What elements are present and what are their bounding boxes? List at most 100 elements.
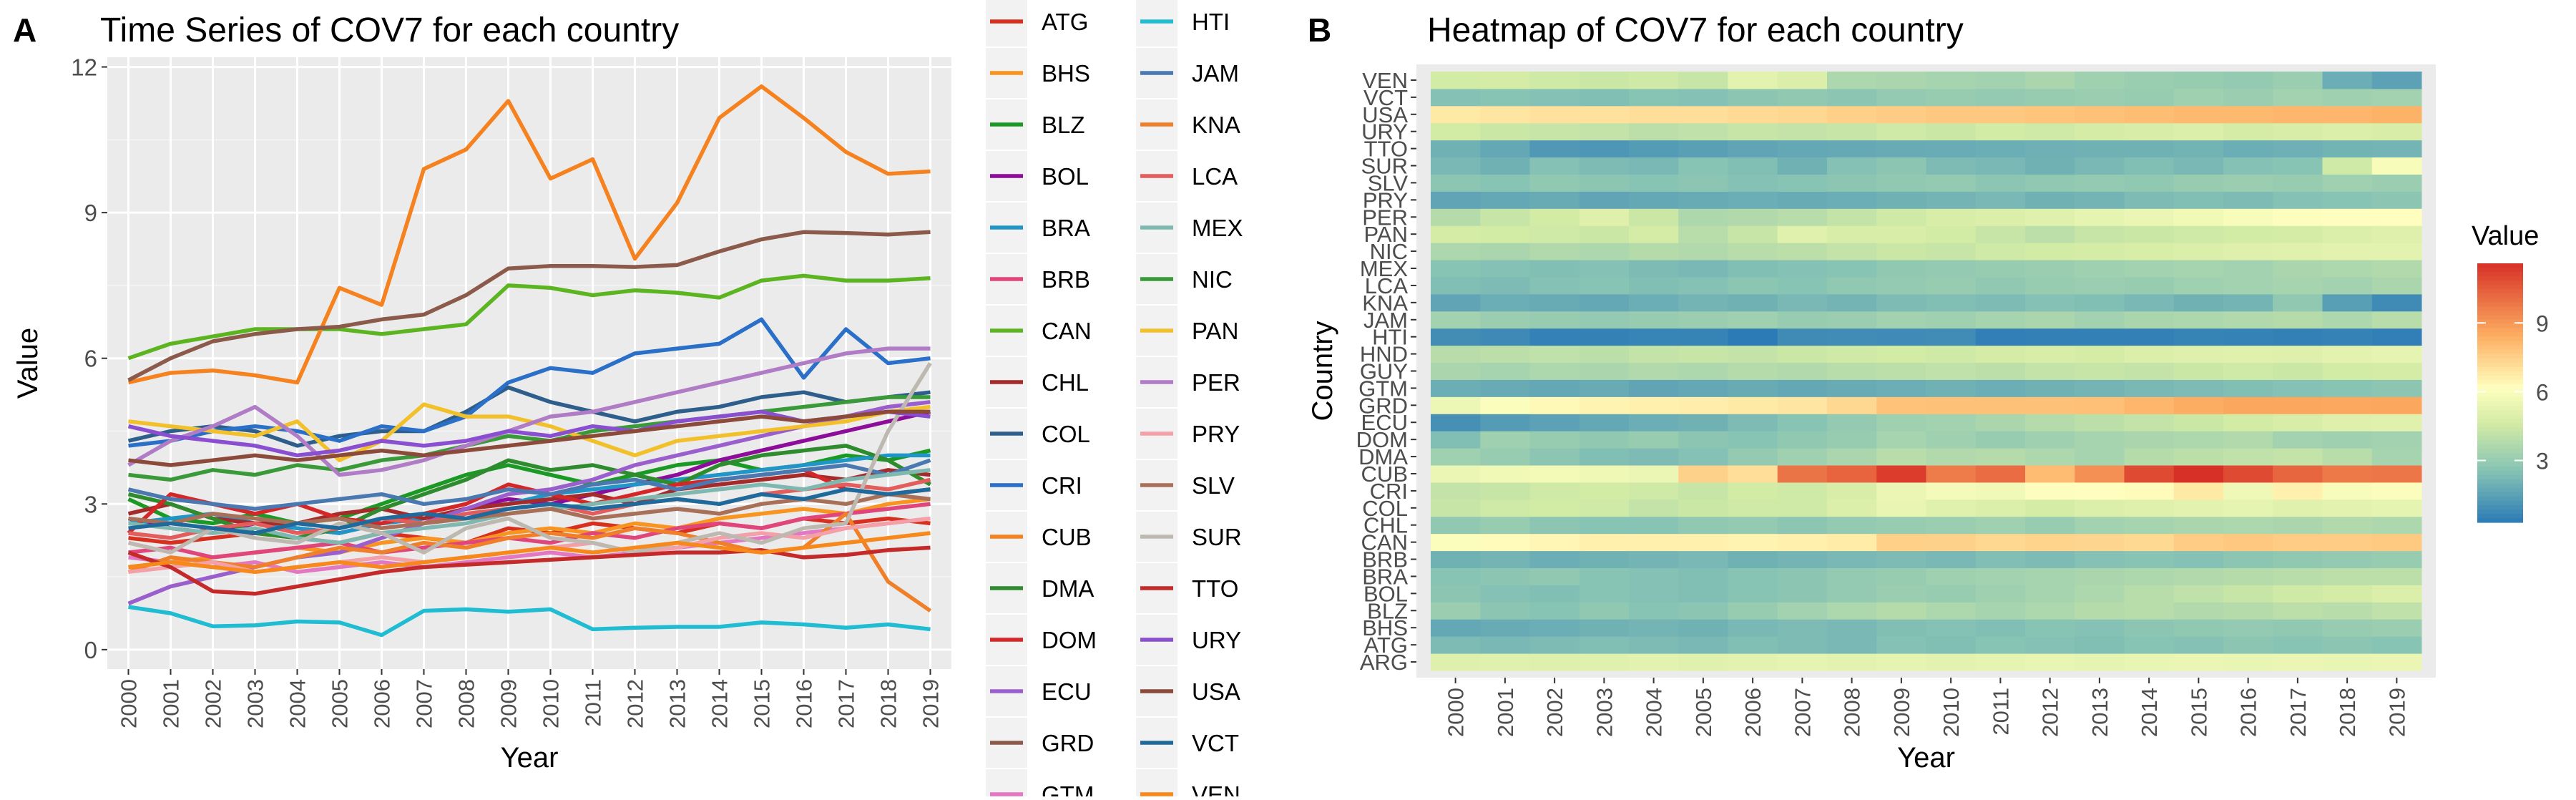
heatmap-cell xyxy=(1431,362,1481,380)
heatmap-cell xyxy=(1678,105,1728,124)
legend-label-col: COL xyxy=(1042,421,1090,447)
colorbar-segment xyxy=(2477,388,2523,394)
heatmap-cell xyxy=(1777,653,1828,671)
heatmap-cell xyxy=(2273,636,2323,654)
series-line-cri xyxy=(128,317,931,448)
heatmap-cell xyxy=(2371,653,2422,671)
heatmap-cell xyxy=(2223,105,2273,124)
heatmap-cell xyxy=(1728,122,1778,141)
colorbar-segment xyxy=(2477,384,2523,389)
heatmap-cell xyxy=(2124,225,2175,243)
series-line-can xyxy=(127,273,931,361)
colorbar-segment xyxy=(2477,509,2523,514)
heatmap-cell xyxy=(1827,276,1877,295)
heatmap-cell xyxy=(1480,619,1530,637)
heatmap-cell xyxy=(2124,276,2175,295)
heatmap-cell xyxy=(1629,414,1679,431)
country-tick-label: VEN xyxy=(1362,68,1408,93)
colorbar-segment xyxy=(2477,401,2523,406)
heatmap-cell xyxy=(1876,653,1926,671)
country-tick-label: BRA xyxy=(1362,564,1408,589)
heatmap-cell xyxy=(2173,191,2224,209)
heatmap-cell xyxy=(1480,533,1530,552)
heatmap-cell xyxy=(2025,174,2075,192)
heatmap-cell xyxy=(1579,482,1630,500)
heatmap-cell xyxy=(2025,533,2075,552)
heatmap-cell xyxy=(2273,550,2323,569)
line-y-axis-label: Value xyxy=(12,328,44,399)
heatmap-cell xyxy=(2075,157,2125,175)
country-tick-label: BHS xyxy=(1362,615,1408,640)
heatmap-cell xyxy=(2371,465,2422,483)
colorbar-segment xyxy=(2477,315,2523,321)
heatmap-cell xyxy=(1579,311,1630,329)
heatmap-cell xyxy=(1529,653,1580,671)
heatmap-cell xyxy=(1777,345,1828,364)
colorbar-segment xyxy=(2477,345,2523,351)
heatmap-cell xyxy=(2124,585,2175,603)
heatmap-cell xyxy=(1529,88,1580,107)
series-line-jam xyxy=(127,458,931,511)
heatmap-cell xyxy=(2371,72,2422,89)
heatmap-cell xyxy=(1827,88,1877,107)
heatmap-cell xyxy=(2273,140,2323,158)
heatmap-cell xyxy=(1827,311,1877,329)
heatmap-cell xyxy=(1431,550,1481,569)
country-tick-label: DMA xyxy=(1358,444,1408,469)
heatmap-cell xyxy=(1827,243,1877,260)
heatmap-cell xyxy=(1975,653,2026,671)
heatmap-cell xyxy=(1876,516,1926,535)
heatmap-cell xyxy=(1678,174,1728,192)
legend-label-jam: JAM xyxy=(1192,60,1239,87)
heatmap-cell xyxy=(1876,225,1926,243)
colorbar-segment xyxy=(2477,263,2523,268)
heatmap-cell xyxy=(2371,191,2422,209)
heatmap-cell xyxy=(1975,174,2026,192)
country-tick-label: HND xyxy=(1360,342,1408,367)
heatmap-cell xyxy=(2273,174,2323,192)
heatmap-cell xyxy=(2223,260,2273,278)
heatmap-cell xyxy=(1975,225,2026,243)
x-tick-label: 2019 xyxy=(2384,688,2409,737)
heatmap-cell xyxy=(2173,482,2224,500)
heatmap-cell xyxy=(1678,550,1728,569)
heatmap-cell xyxy=(1431,653,1481,671)
heatmap-cell xyxy=(2025,636,2075,654)
country-tick-label: PER xyxy=(1362,205,1408,230)
legend-label-dma: DMA xyxy=(1042,575,1094,602)
colorbar-segment xyxy=(2477,311,2523,316)
colorbar-segment xyxy=(2477,323,2523,329)
heatmap-cell xyxy=(1975,311,2026,329)
heatmap-cell xyxy=(1827,619,1877,637)
heatmap-cell xyxy=(2371,619,2422,637)
heatmap-cell xyxy=(2223,362,2273,380)
heatmap-cell xyxy=(2025,448,2075,466)
heatmap-cell xyxy=(1777,482,1828,500)
heatmap-cell xyxy=(1728,550,1778,569)
heatmap-cell xyxy=(2322,602,2373,620)
heatmap-cell xyxy=(1529,140,1580,158)
heatmap-cell xyxy=(1678,431,1728,449)
heatmap-cell xyxy=(1678,602,1728,620)
heatmap-cell xyxy=(1876,105,1926,124)
heatmap-cell xyxy=(2322,619,2373,637)
x-tick-label: 2014 xyxy=(707,679,733,728)
heatmap-cell xyxy=(2322,122,2373,141)
heatmap-cell xyxy=(1529,550,1580,569)
heatmap-cell xyxy=(2075,293,2125,312)
heatmap-cell xyxy=(1431,448,1481,466)
heatmap-cell xyxy=(2124,396,2175,414)
heatmap-cell xyxy=(2322,379,2373,397)
series-line-usa xyxy=(128,409,931,467)
heatmap-cell xyxy=(2223,533,2273,552)
heatmap-cell xyxy=(2223,482,2273,500)
heatmap-cell xyxy=(1431,414,1481,431)
heatmap-cell xyxy=(1827,140,1877,158)
heatmap-cell xyxy=(1579,140,1630,158)
heatmap-cell xyxy=(1629,293,1679,312)
heatmap-cell xyxy=(1926,276,1977,295)
heatmap-cell xyxy=(1579,448,1630,466)
heatmap-cell xyxy=(1827,567,1877,585)
heatmap-cell xyxy=(1678,465,1728,483)
heatmap-cell xyxy=(2025,653,2075,671)
